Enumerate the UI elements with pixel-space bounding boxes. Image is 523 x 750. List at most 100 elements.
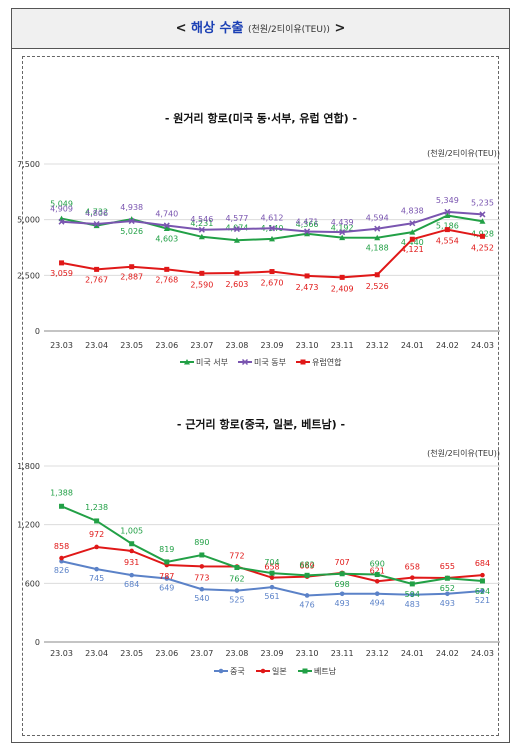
chart1-series-1-point <box>339 229 346 236</box>
chart2-series-0-data-label: 684 <box>124 580 139 589</box>
chart1-xtick-label: 23.10 <box>296 341 319 350</box>
chart1-series-2-point <box>199 270 205 276</box>
chart1-series-2-point <box>269 269 275 275</box>
chart1-series-1-point <box>128 218 135 225</box>
chart2-series-2-data-label: 762 <box>229 574 244 583</box>
chart2-series-1-data-label: 931 <box>124 558 139 567</box>
chart2-legend-marker <box>218 668 224 674</box>
section-header: < 해상 수출 (천원/2티이유(TEU)) > <box>12 9 509 49</box>
chart1-series-0-data-label: 4,188 <box>366 244 389 253</box>
chart2-legend-label: 베트남 <box>314 667 337 676</box>
chart1-legend-label: 미국 동부 <box>254 358 286 367</box>
chart1-series-1-point <box>163 222 170 229</box>
chart1-series-0-point <box>93 222 100 229</box>
chart1-series-0-data-label: 4,732 <box>85 208 108 217</box>
chart2-series-2-data-label: 690 <box>370 560 385 569</box>
chart1-legend-marker <box>184 359 190 365</box>
chart1-ytick-label: 7,500 <box>17 160 40 169</box>
chart2-series-0-data-label: 521 <box>475 596 490 605</box>
chart1-series-1-point <box>444 208 451 215</box>
chart1-series-2-data-label: 2,526 <box>366 282 389 291</box>
chart1-ytick-label: 0 <box>35 327 40 336</box>
chart2-series-1-point <box>59 555 64 561</box>
chart2-series-0-data-label: 483 <box>405 600 420 609</box>
chart2-series-2-point <box>409 581 415 587</box>
chart1-xtick-label: 23.12 <box>366 341 389 350</box>
chart2-legend-marker <box>260 668 266 674</box>
chart1-series-1-data-label: 4,577 <box>225 214 248 223</box>
chart1-series-0-data-label: 5,026 <box>120 227 143 236</box>
chart2-series-2-point <box>164 559 170 565</box>
chart1-unit-label: (천원/2티이유(TEU)) <box>427 148 500 158</box>
chart2-series-1-data-label: 684 <box>475 559 490 568</box>
chart1-xtick-label: 23.09 <box>261 341 284 350</box>
chart1-series-1-data-label: 4,806 <box>85 209 108 218</box>
chart2-series-1-data-label: 669 <box>299 562 314 571</box>
chart1-series-1-point <box>268 225 276 232</box>
chart2-series-1-point <box>410 575 415 580</box>
chart1-series-2-point <box>59 260 65 266</box>
chart2-series-1-data-label: 621 <box>370 566 385 575</box>
chart1-legend-label: 미국 서부 <box>196 358 228 367</box>
chart1-series-2-data-label: 2,603 <box>225 280 248 289</box>
chart2-series-0-data-label: 493 <box>335 599 350 608</box>
chart2-series-1-point <box>94 544 99 550</box>
chart1-series-2-data-label: 4,121 <box>401 245 424 254</box>
chart2-series-0-point <box>94 566 99 572</box>
chart1-xtick-label: 23.07 <box>190 341 213 350</box>
chart2-series-2-data-label: 890 <box>194 538 209 547</box>
chart2-series-2-data-label: 682 <box>299 560 314 569</box>
chart1-xtick-label: 24.02 <box>436 341 459 350</box>
chart1-series-1-data-label: 4,546 <box>190 215 213 224</box>
chart1-series-2-data-label: 2,887 <box>120 273 143 282</box>
chart2-xtick-label: 23.07 <box>190 649 213 658</box>
chart2-xtick-label: 23.06 <box>155 649 178 658</box>
chart1-series-0-point <box>479 218 486 224</box>
chart1-series-0-point <box>444 212 451 219</box>
chart2-xtick-label: 23.05 <box>120 649 143 658</box>
chart1-series-0-point <box>269 235 275 242</box>
chart2-xtick-label: 23.09 <box>261 649 284 658</box>
chart1-series-1-data-label: 4,938 <box>120 203 143 212</box>
chart2-series-1-data-label: 787 <box>159 572 174 581</box>
chart2-series-1-point <box>129 548 134 554</box>
chart2-series-1-data-label: 707 <box>335 558 350 567</box>
chart1-series-1-data-label: 4,439 <box>331 218 354 227</box>
header-title: 해상 수출 <box>191 21 244 36</box>
chart1-legend-marker <box>300 359 306 365</box>
chart1-series-2-point <box>479 233 485 239</box>
chart2-legend-label: 중국 <box>230 667 245 676</box>
chart2-series-0-data-label: 494 <box>370 599 385 608</box>
chart2-series-2-point <box>269 570 275 576</box>
chart2-unit-label: (천원/2티이유(TEU)) <box>427 448 500 458</box>
chart2-xtick-label: 23.08 <box>225 649 248 658</box>
chart2-xtick-label: 23.11 <box>331 649 354 658</box>
chart1-series-1-point <box>198 226 205 233</box>
chart2-series-0-point <box>129 572 134 578</box>
report-frame: < 해상 수출 (천원/2티이유(TEU)) > <box>11 8 510 743</box>
chart2-series-0-data-label: 561 <box>264 592 279 601</box>
chart1-series-0-data-label: 4,603 <box>155 235 178 244</box>
chart2-series-2-data-label: 819 <box>159 545 174 554</box>
chart1-series-1-data-label: 4,471 <box>296 217 319 226</box>
chart2-series-1-point <box>374 578 380 584</box>
chart1-legend-label: 유럽연합 <box>312 358 342 367</box>
chart2-series-0-data-label: 476 <box>299 600 314 609</box>
chart2-series-0-point <box>410 592 415 598</box>
chart1-series-2-point <box>129 264 135 270</box>
chart1-series-0-point <box>409 229 416 235</box>
chart2-series-2-data-label: 624 <box>475 587 490 596</box>
chart2-xtick-label: 24.02 <box>436 649 459 658</box>
chart2-series-0-data-label: 649 <box>159 584 174 593</box>
chart2-series-2-data-label: 594 <box>405 590 420 599</box>
chart1-series-2-point <box>339 274 345 280</box>
chart2-series-0-data-label: 826 <box>54 566 69 575</box>
chart1-series-2-point <box>374 272 380 278</box>
chart1-series-0-data-label: 5,186 <box>436 222 459 231</box>
chart2-series-0-data-label: 525 <box>229 596 244 605</box>
header-suffix: > <box>334 21 346 36</box>
chart2-series-2-data-label: 704 <box>264 558 279 567</box>
chart2-series-0-point <box>445 591 450 597</box>
chart1-series-2-point <box>304 273 310 279</box>
